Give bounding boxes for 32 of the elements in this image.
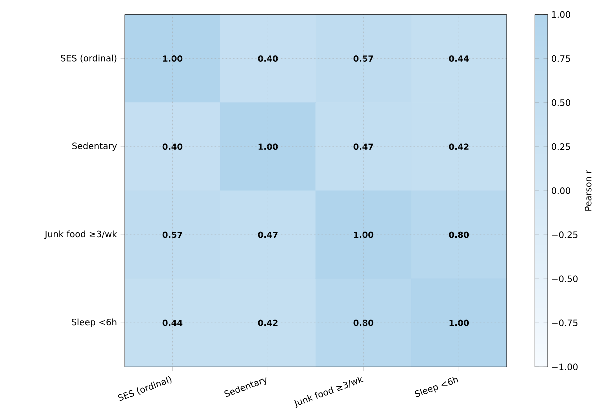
data-label: 0.80 xyxy=(449,232,470,238)
color-bar-label: −0.75 xyxy=(552,320,578,326)
data-label: 0.40 xyxy=(162,144,183,150)
color-bar-title: Pearson r xyxy=(585,170,592,211)
color-bar-label: 0.25 xyxy=(552,143,570,150)
data-label: 0.42 xyxy=(258,320,278,326)
y-tick-label: Junk food ≥3/wk xyxy=(44,230,118,240)
data-label: 0.47 xyxy=(258,232,278,238)
color-bar-label: −0.50 xyxy=(552,276,578,282)
data-label: 0.44 xyxy=(449,56,470,62)
x-tick-label: Sleep <6h xyxy=(415,376,459,398)
x-tick-label: Junk food ≥3/wk xyxy=(294,376,364,408)
data-label: 0.80 xyxy=(354,320,374,326)
y-tick-label: Sedentary xyxy=(72,142,118,152)
data-label: 0.47 xyxy=(354,144,374,150)
data-label: 0.42 xyxy=(449,144,469,150)
data-label: 1.00 xyxy=(354,232,374,238)
data-label: 0.44 xyxy=(162,320,183,326)
y-tick-label: SES (ordinal) xyxy=(61,54,117,63)
color-bar-label: 1.00 xyxy=(552,11,570,18)
data-label: 0.40 xyxy=(258,56,278,62)
data-label: 1.00 xyxy=(450,320,470,326)
color-bar-label: 0.00 xyxy=(552,187,570,194)
color-bar-label: −0.25 xyxy=(552,232,578,238)
color-bar-label: 0.75 xyxy=(552,55,570,62)
color-bar-label: 0.50 xyxy=(552,99,570,106)
data-label: 0.57 xyxy=(354,56,374,62)
color-bar-label: −1.00 xyxy=(552,364,578,370)
y-tick-label: Sleep <6h xyxy=(72,318,117,328)
data-label: 1.00 xyxy=(258,144,278,150)
data-label: 0.57 xyxy=(162,232,182,238)
data-label: 1.00 xyxy=(163,56,183,62)
